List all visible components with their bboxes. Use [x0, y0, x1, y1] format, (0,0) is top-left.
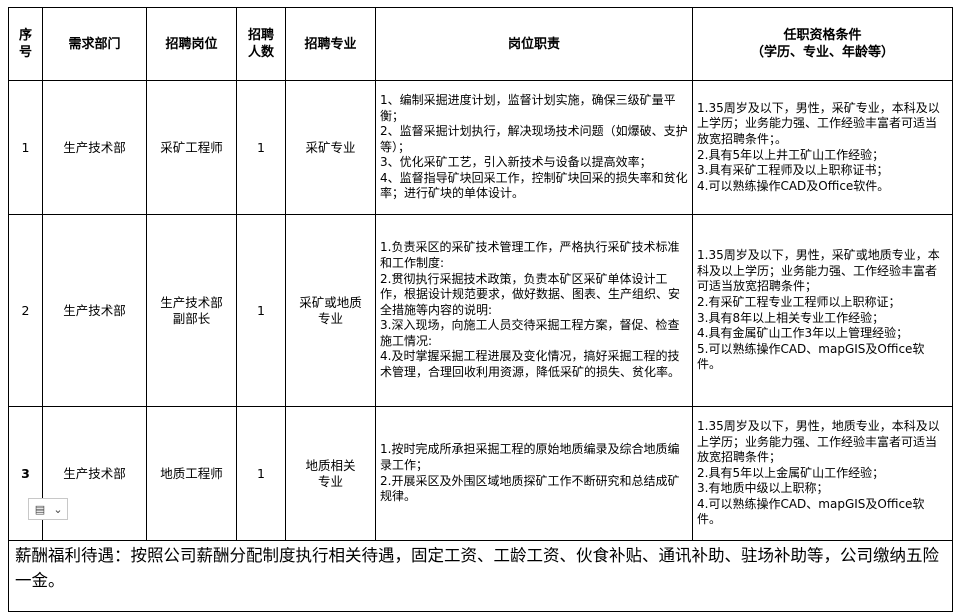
cell-no: 3 [8, 406, 43, 541]
chevron-down-icon: ⌄ [53, 502, 63, 516]
cell-count: 1 [236, 406, 286, 541]
cell-requirements: 1.35周岁及以下，男性，采矿或地质专业，本科及以上学历；业务能力强、工作经验丰… [692, 214, 953, 407]
table-row: 1 生产技术部 采矿工程师 1 采矿专业 1、编制采掘进度计划，监督计划实施，确… [8, 80, 953, 215]
cell-position: 地质工程师 [146, 406, 237, 541]
header-major: 招聘专业 [285, 7, 376, 81]
header-dept: 需求部门 [42, 7, 147, 81]
cell-no: 2 [8, 214, 43, 407]
table-row: 3 生产技术部 地质工程师 1 地质相关 专业 1.按时完成所承担采掘工程的原始地… [8, 406, 953, 541]
cell-requirements: 1.35周岁及以下，男性，地质专业，本科及以上学历；业务能力强、工作经验丰富者可… [692, 406, 953, 541]
paste-options-button[interactable]: ▤ ⌄ [28, 498, 68, 520]
cell-duties: 1.按时完成所承担采掘工程的原始地质编录及综合地质编录工作； 2.开展采区及外围区… [375, 406, 693, 541]
cell-position: 采矿工程师 [146, 80, 237, 215]
cell-requirements: 1.35周岁及以下，男性，采矿专业，本科及以上学历；业务能力强、工作经验丰富者可… [692, 80, 953, 215]
cell-dept: 生产技术部 [42, 214, 147, 407]
cell-count: 1 [236, 214, 286, 407]
benefits-text: 薪酬福利待遇：按照公司薪酬分配制度执行相关待遇，固定工资、工龄工资、伙食补贴、通… [8, 540, 953, 612]
cell-no: 1 [8, 80, 43, 215]
footer-row: 薪酬福利待遇：按照公司薪酬分配制度执行相关待遇，固定工资、工龄工资、伙食补贴、通… [8, 540, 953, 612]
header-requirements: 任职资格条件 （学历、专业、年龄等） [692, 7, 953, 81]
cell-major: 地质相关 专业 [285, 406, 376, 541]
header-duties: 岗位职责 [375, 7, 693, 81]
header-row: 序号 需求部门 招聘岗位 招聘人数 招聘专业 岗位职责 任职资格条件 （学历、专业… [8, 7, 953, 81]
header-count: 招聘人数 [236, 7, 286, 81]
header-position: 招聘岗位 [146, 7, 237, 81]
cell-position: 生产技术部 副部长 [146, 214, 237, 407]
cell-duties: 1、编制采掘进度计划，监督计划实施，确保三级矿量平衡； 2、监督采掘计划执行，解决… [375, 80, 693, 215]
cell-major: 采矿专业 [285, 80, 376, 215]
recruitment-table: 序号 需求部门 招聘岗位 招聘人数 招聘专业 岗位职责 任职资格条件 （学历、专业… [8, 7, 953, 612]
cell-dept: 生产技术部 [42, 406, 147, 541]
cell-major: 采矿或地质 专业 [285, 214, 376, 407]
table-row: 2 生产技术部 生产技术部 副部长 1 采矿或地质 专业 1.负责采区的采矿技术管理… [8, 214, 953, 407]
header-count-label: 招聘人数 [247, 28, 274, 60]
cell-dept: 生产技术部 [42, 80, 147, 215]
paste-options-icon: ▤ [34, 502, 46, 516]
header-no: 序号 [8, 7, 43, 81]
cell-duties: 1.负责采区的采矿技术管理工作，严格执行采矿技术标准和工作制度: 2.贯彻执行采掘… [375, 214, 693, 407]
cell-count: 1 [236, 80, 286, 215]
